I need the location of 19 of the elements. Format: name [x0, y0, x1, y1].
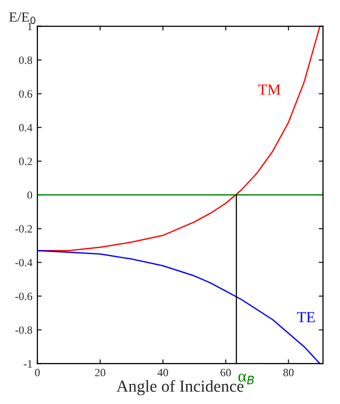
y-tick-label: -0.2: [15, 225, 32, 233]
y-tick-label: 1: [28, 22, 32, 30]
y-tick-label: 0.8: [19, 56, 32, 64]
series-label: TE: [297, 312, 315, 322]
y-tick-label: 0.2: [19, 158, 32, 166]
y-tick-label: -0.6: [15, 292, 32, 300]
y-tick-label: -0.4: [15, 258, 32, 266]
x-tick-label: 80: [283, 368, 294, 376]
x-tick-label: 0: [35, 368, 40, 376]
y-tick-label: 0: [27, 191, 32, 199]
y-tick-label: 0.6: [19, 90, 32, 98]
y-tick-label: 0.4: [19, 124, 32, 132]
y-tick-label: -1: [24, 360, 32, 368]
x-tick-label: 60: [220, 368, 231, 376]
y-tick-label: -0.8: [15, 326, 32, 334]
line-series: [37, 250, 320, 364]
series-label: TM: [258, 84, 280, 95]
x-tick-label: 20: [95, 368, 106, 376]
x-tick-label: 40: [158, 368, 168, 376]
